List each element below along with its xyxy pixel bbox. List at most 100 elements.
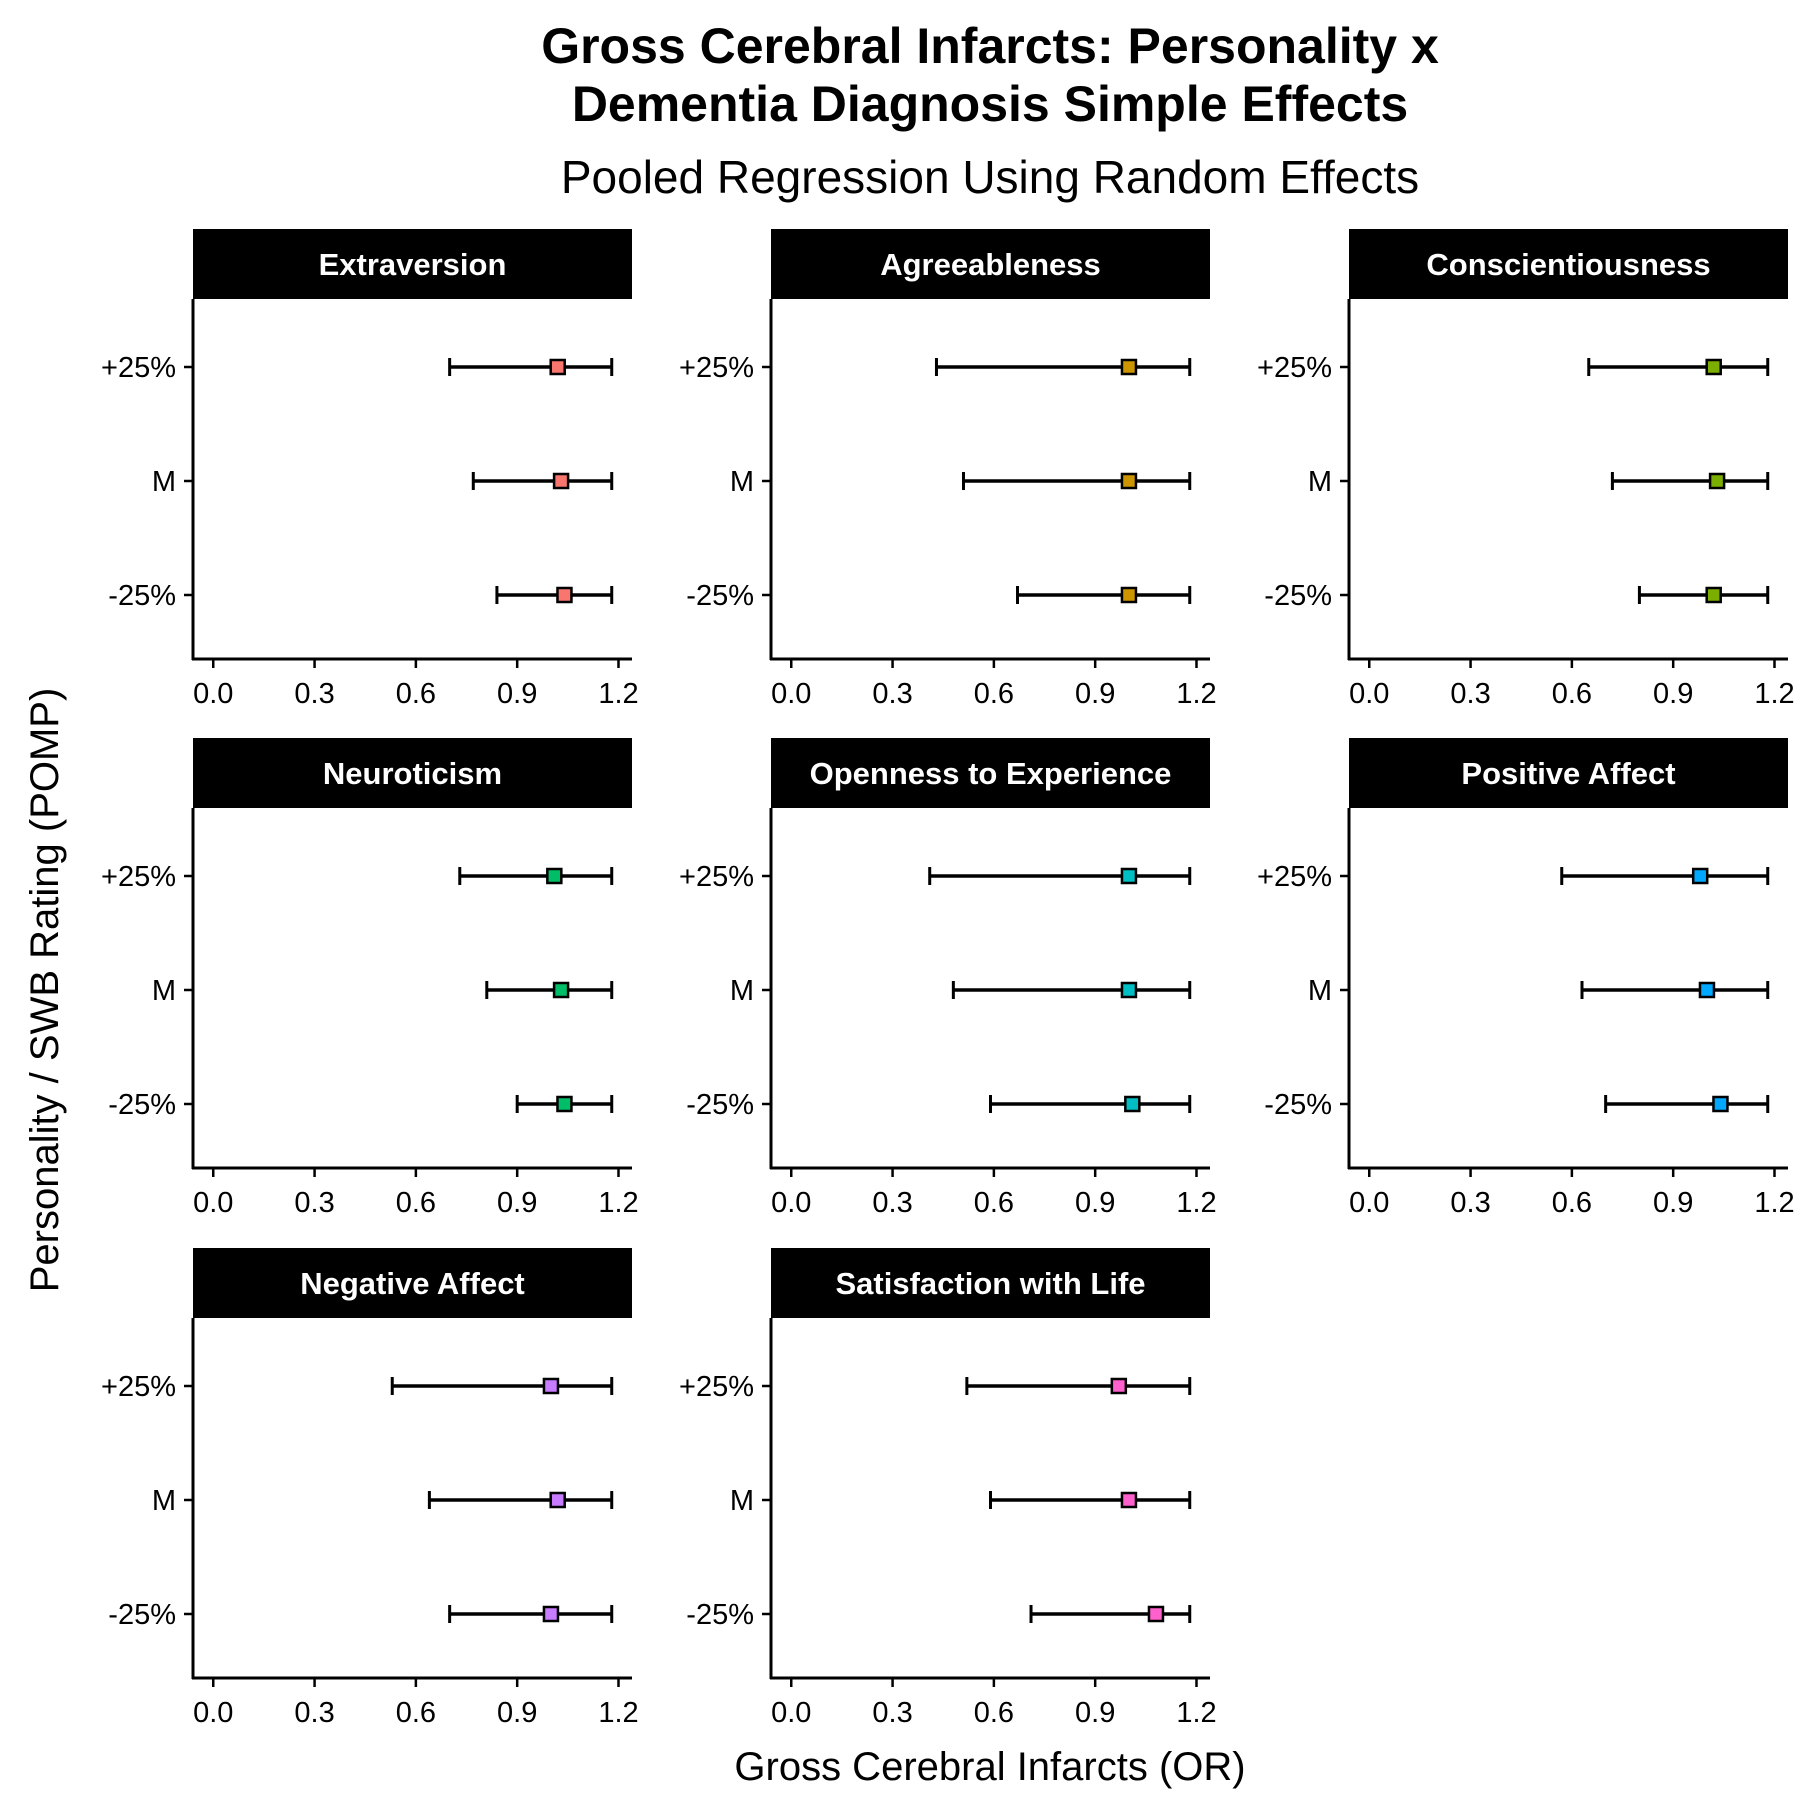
x-tick-label: 0.9 [1075, 1187, 1115, 1219]
y-tick-label: -25% [108, 580, 176, 612]
panel-strip [771, 229, 1210, 299]
point-estimate [1120, 981, 1138, 999]
x-tick-label: 0.3 [872, 1187, 912, 1219]
x-tick-label: 0.9 [1075, 1697, 1115, 1729]
panel-strip [771, 1248, 1210, 1318]
y-tick-label: +25% [101, 1371, 176, 1403]
error-bar [989, 1491, 1192, 1509]
panel-openness-to-experience: Openness to Experience 0.0 0.3 0.6 0.9 1.2 +25… [679, 738, 1217, 1219]
error-bar [951, 981, 1192, 999]
error-bar [1637, 586, 1770, 604]
panel-strip [193, 229, 632, 299]
point-estimate [542, 1377, 560, 1395]
point-estimate [1691, 867, 1709, 885]
y-tick-label: -25% [686, 1599, 754, 1631]
y-tick-label: +25% [679, 352, 754, 384]
y-tick-label: +25% [1257, 861, 1332, 893]
error-bar [928, 867, 1192, 885]
panel-neuroticism: Neuroticism 0.0 0.3 0.6 0.9 1.2 +25% M -25% [101, 738, 639, 1219]
x-tick-label: 0.0 [1349, 678, 1389, 710]
panel-extraversion: Extraversion 0.0 0.3 0.6 0.9 1.2 +25% M -25% [101, 229, 639, 710]
y-axis-title: Personality / SWB Rating (POMP) [23, 688, 67, 1293]
error-bar [448, 358, 614, 376]
x-tick-label: 0.6 [396, 1187, 436, 1219]
panel-strip-label: Satisfaction with Life [835, 1266, 1145, 1301]
error-bar [495, 586, 614, 604]
x-tick-label: 0.3 [294, 678, 334, 710]
panel-conscientiousness: Conscientiousness 0.0 0.3 0.6 0.9 1.2 +25% M -25… [1257, 229, 1795, 710]
x-tick-label: 0.6 [1552, 1187, 1592, 1219]
x-tick-label: 0.3 [294, 1187, 334, 1219]
x-tick-label: 0.6 [396, 1697, 436, 1729]
point-estimate [542, 1605, 560, 1623]
error-bar [471, 472, 614, 490]
x-tick-label: 1.2 [1754, 1187, 1794, 1219]
point-estimate [1705, 358, 1722, 376]
panel-agreeableness: Agreeableness 0.0 0.3 0.6 0.9 1.2 +25% M -25% [679, 229, 1217, 710]
error-bar [458, 867, 614, 885]
y-tick-label: -25% [686, 1089, 754, 1121]
point-estimate [549, 358, 566, 376]
x-tick-label: 0.3 [872, 1697, 912, 1729]
point-estimate [1120, 867, 1138, 885]
error-bar [934, 358, 1192, 376]
x-tick-label: 0.9 [1075, 678, 1115, 710]
point-estimate [1120, 472, 1138, 490]
x-tick-label: 0.9 [497, 678, 537, 710]
y-tick-label: M [730, 1485, 754, 1517]
y-tick-label: -25% [1264, 580, 1332, 612]
panel-strip [193, 1248, 632, 1318]
x-tick-label: 1.2 [1176, 678, 1216, 710]
error-bar [485, 981, 614, 999]
point-estimate [1120, 1491, 1138, 1509]
error-bar [1029, 1605, 1192, 1623]
y-tick-label: M [152, 466, 176, 498]
x-tick-label: 1.2 [598, 1187, 638, 1219]
y-tick-label: -25% [686, 580, 754, 612]
point-estimate [556, 1095, 573, 1113]
chart-subtitle: Pooled Regression Using Random Effects [561, 151, 1419, 203]
error-bar [448, 1605, 614, 1623]
x-tick-label: 0.6 [396, 678, 436, 710]
panel-strip [1349, 738, 1788, 808]
panel-positive-affect: Positive Affect 0.0 0.3 0.6 0.9 1.2 +25% M -25% [1257, 738, 1795, 1219]
y-tick-label: +25% [679, 861, 754, 893]
chart-title-line-1: Gross Cerebral Infarcts: Personality x [541, 18, 1439, 74]
y-tick-label: +25% [679, 1371, 754, 1403]
point-estimate [1120, 358, 1138, 376]
x-tick-label: 1.2 [1176, 1187, 1216, 1219]
x-tick-label: 0.0 [771, 1697, 811, 1729]
point-estimate [552, 472, 570, 490]
y-tick-label: M [1308, 466, 1332, 498]
error-bar [965, 1377, 1192, 1395]
x-tick-label: 0.0 [771, 678, 811, 710]
point-estimate [1698, 981, 1716, 999]
error-bar [1587, 358, 1770, 376]
y-tick-label: -25% [108, 1599, 176, 1631]
point-estimate [1110, 1377, 1128, 1395]
panel-strip [193, 738, 632, 808]
error-bar [1560, 867, 1770, 885]
point-estimate [1708, 472, 1726, 490]
panel-strip [771, 738, 1210, 808]
panel-strip-label: Neuroticism [323, 756, 502, 791]
panel-strip-label: Negative Affect [300, 1266, 525, 1301]
error-bar [961, 472, 1192, 490]
x-tick-label: 0.9 [1653, 1187, 1693, 1219]
x-tick-label: 0.0 [771, 1187, 811, 1219]
error-bar [427, 1491, 614, 1509]
x-tick-label: 0.6 [974, 1697, 1014, 1729]
point-estimate [549, 1491, 566, 1509]
x-axis-title: Gross Cerebral Infarcts (OR) [734, 1745, 1245, 1789]
y-tick-label: +25% [1257, 352, 1332, 384]
chart-title-line-2: Dementia Diagnosis Simple Effects [572, 76, 1408, 132]
y-tick-label: +25% [101, 861, 176, 893]
panel-negative-affect: Negative Affect 0.0 0.3 0.6 0.9 1.2 +25% M -25% [101, 1248, 639, 1729]
point-estimate [556, 586, 573, 604]
x-tick-label: 0.3 [1450, 678, 1490, 710]
x-tick-label: 0.3 [872, 678, 912, 710]
error-bar [1016, 586, 1192, 604]
x-tick-label: 0.6 [974, 1187, 1014, 1219]
